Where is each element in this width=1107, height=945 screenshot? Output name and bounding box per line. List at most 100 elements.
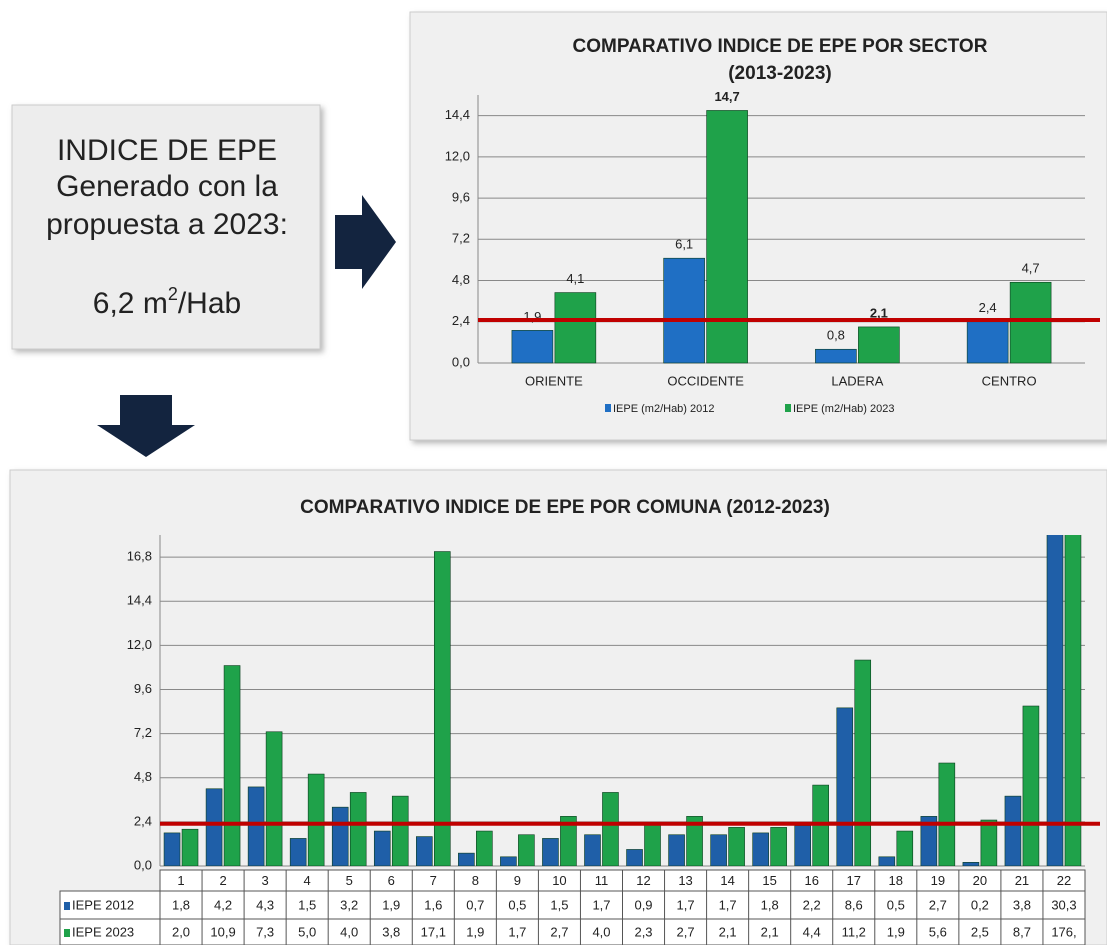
superscript: 2 [168,284,178,304]
y-tick-label: 0,0 [134,857,152,872]
table-value: 1,5 [298,897,316,912]
bar [584,834,601,866]
bar [560,816,577,866]
table-value: 2,5 [971,924,989,939]
table-value: 1,6 [424,897,442,912]
table-value: 3,8 [382,924,400,939]
arrow-right [335,195,396,289]
bar [962,862,980,866]
bar [458,852,475,866]
bar [289,838,307,866]
bar [181,828,199,866]
y-tick-label: 2,4 [452,313,470,328]
x-tick-label: ORIENTE [525,373,583,388]
chart-comuna: COMPARATIVO INDICE DE EPE POR COMUNA (20… [59,497,1100,945]
y-tick-label: 14,4 [127,593,152,608]
x-tick-label: 3 [261,873,268,888]
x-tick-label: 10 [552,873,566,888]
bar [938,762,956,866]
legend-label: IEPE (m2/Hab) 2023 [793,403,895,415]
x-tick-label: 19 [931,873,945,888]
bar [476,830,493,866]
bar [518,834,535,866]
bar [433,551,451,866]
table-value: 1,7 [719,897,737,912]
table-value: 10,9 [210,924,235,939]
bar [602,792,619,866]
table-value: 5,0 [298,924,316,939]
x-tick-label: 21 [1015,873,1029,888]
legend-label: IEPE 2012 [72,897,134,912]
bar [373,830,391,866]
x-tick-label: 22 [1057,873,1071,888]
table-value: 3,8 [1013,897,1031,912]
table-value: 1,9 [382,897,400,912]
table-value: 176, [1051,924,1076,939]
chart-title: COMPARATIVO INDICE DE EPE POR SECTOR [573,36,988,57]
table-value: 3,2 [340,897,358,912]
bar [728,827,745,866]
info-line: INDICE DE EPE [57,134,277,167]
panel [409,11,1107,441]
bar [554,292,597,364]
x-tick-label: 2 [219,873,226,888]
chart-title: COMPARATIVO INDICE DE EPE POR COMUNA (20… [300,497,830,518]
table-value: 1,7 [677,897,695,912]
table-value: 4,0 [340,924,358,939]
table-value: 1,7 [592,897,610,912]
y-tick-label: 9,6 [134,681,152,696]
bar [1064,535,1082,866]
x-tick-label: 9 [514,873,521,888]
info-line: Generado con la [56,170,278,203]
legend-label: IEPE 2023 [72,924,134,939]
value-label: 6,1 [675,237,693,252]
bar [836,707,854,866]
y-tick-label: 12,0 [127,637,152,652]
bar [307,773,325,866]
table-value: 0,5 [508,897,526,912]
table-value: 8,7 [1013,924,1031,939]
x-tick-label: 7 [430,873,437,888]
value-label: 4,1 [566,271,584,286]
table-value: 8,6 [845,897,863,912]
bar [247,786,265,866]
bar [391,795,409,866]
x-tick-label: 16 [804,873,818,888]
bar [265,731,283,866]
bar [878,856,896,866]
table-value: 4,3 [256,897,274,912]
value-label: 4,7 [1022,261,1040,276]
table-value: 7,3 [256,924,274,939]
x-tick-label: 5 [346,873,353,888]
table-value: 30,3 [1051,897,1076,912]
info-box [11,104,321,350]
y-tick-label: 2,4 [134,813,152,828]
legend-label: IEPE (m2/Hab) 2012 [613,403,715,415]
y-tick-label: 12,0 [445,148,470,163]
table-value: 0,9 [634,897,652,912]
bar [205,788,223,866]
bar [854,659,872,866]
bar [858,326,900,364]
bar [416,836,433,866]
y-tick-label: 7,2 [134,725,152,740]
table-value: 1,9 [887,924,905,939]
y-tick-label: 7,2 [452,231,470,246]
bar [663,257,705,364]
unit: /Hab [178,287,241,320]
table-value: 2,3 [634,924,652,939]
table-value: 1,9 [466,924,484,939]
table-value: 1,8 [172,897,190,912]
bar [815,348,857,364]
value-label: 2,1 [870,305,888,320]
value-label: 2,4 [979,300,997,315]
bars [163,535,1082,866]
x-tick-label: CENTRO [982,373,1037,388]
info-value: 6,2 m2/Hab [93,284,241,320]
bar [500,856,517,866]
table-value: 0,5 [887,897,905,912]
y-tick-label: 4,8 [134,769,152,784]
table-value: 11,2 [842,924,866,939]
bar [966,321,1009,364]
